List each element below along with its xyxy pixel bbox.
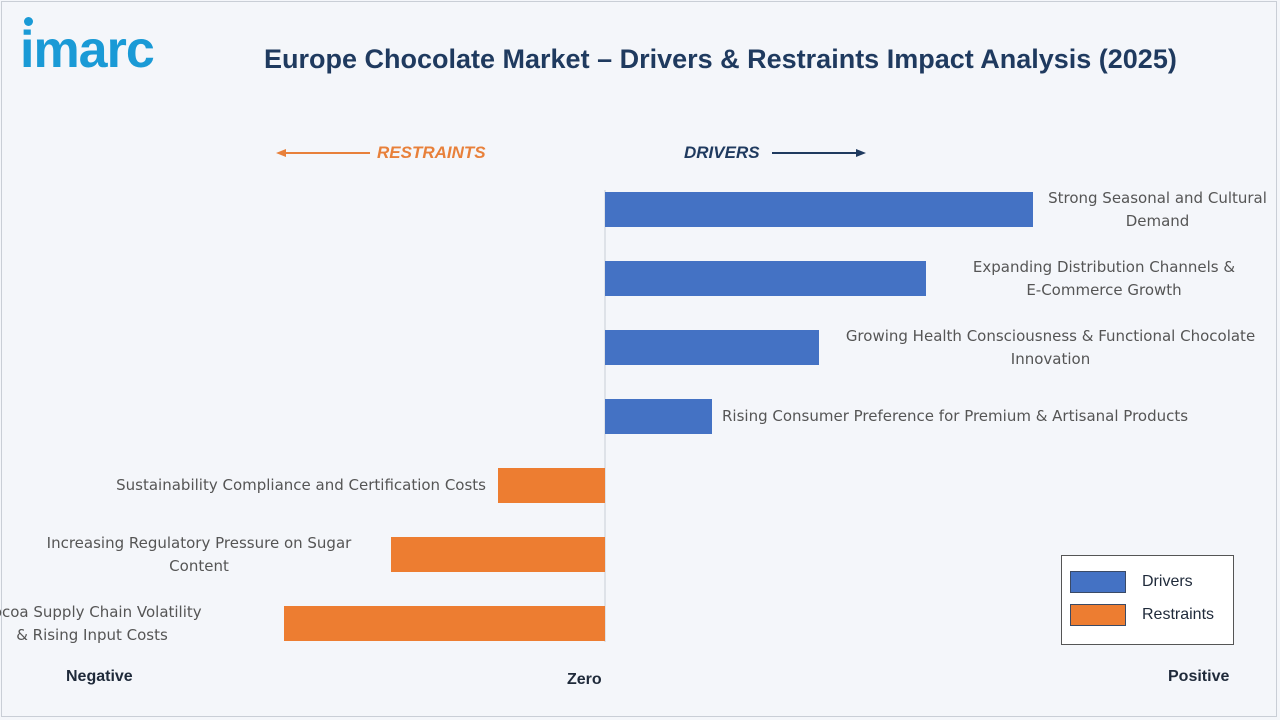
bar-label-line: Increasing Regulatory Pressure on Sugar [46, 533, 352, 552]
axis-positive-label: Positive [1168, 668, 1230, 685]
legend-label-drivers: Drivers [1142, 573, 1193, 590]
legend: Drivers Restraints [1061, 555, 1234, 645]
restraint-bar-5 [498, 468, 605, 503]
bar-label-line: Cocoa Supply Chain Volatility [0, 602, 202, 621]
restraints-arrow [276, 149, 370, 157]
driver-label-4: Rising Consumer Preference for Premium &… [722, 405, 1272, 428]
driver-label-3: Growing Health Consciousness & Functiona… [829, 325, 1272, 371]
restraint-label-6: Increasing Regulatory Pressure on Sugar C… [19, 532, 379, 578]
driver-bar-3 [605, 330, 819, 365]
chart-title: Europe Chocolate Market – Drivers & Rest… [264, 44, 1177, 74]
bars-group [284, 192, 1033, 641]
bar-label-line: Strong Seasonal and Cultural [1048, 188, 1267, 207]
driver-bar-4 [605, 399, 712, 434]
bar-label-line: Sustainability Compliance and Certificat… [116, 476, 486, 494]
bar-label-line: Expanding Distribution Channels & [972, 257, 1236, 276]
driver-label-1: Strong Seasonal and Cultural Demand [1043, 187, 1272, 233]
axis-negative-label: Negative [66, 668, 133, 685]
legend-swatch-drivers [1070, 571, 1126, 593]
restraint-label-5: Sustainability Compliance and Certificat… [46, 474, 486, 497]
restraint-label-7: Cocoa Supply Chain Volatility & Rising In… [0, 601, 272, 647]
bar-label-line: Content [169, 556, 229, 575]
bar-label-line: Innovation [1010, 349, 1091, 368]
restraint-bar-6 [391, 537, 605, 572]
bar-label-line: Rising Consumer Preference for Premium &… [722, 407, 1189, 425]
restraint-bar-7 [284, 606, 605, 641]
driver-bar-2 [605, 261, 926, 296]
legend-item-restraints: Restraints [1070, 603, 1214, 627]
axis-zero-label: Zero [567, 671, 602, 688]
bar-label-line: & Rising Input Costs [16, 625, 168, 644]
drivers-arrow [772, 149, 866, 157]
bar-label-line: Demand [1125, 211, 1190, 230]
legend-item-drivers: Drivers [1070, 570, 1193, 594]
legend-label-restraints: Restraints [1142, 606, 1215, 623]
imarc-logo: imarc [20, 21, 155, 79]
drivers-direction-label: DRIVERS [684, 143, 760, 162]
restraints-direction-label: RESTRAINTS [377, 143, 486, 162]
legend-swatch-restraints [1070, 604, 1126, 626]
logo-dot [24, 17, 33, 26]
bar-label-line: E-Commerce Growth [1026, 280, 1182, 299]
driver-bar-1 [605, 192, 1033, 227]
bar-label-line: Growing Health Consciousness & Functiona… [845, 326, 1256, 345]
driver-label-2: Expanding Distribution Channels & E-Comme… [936, 256, 1272, 302]
